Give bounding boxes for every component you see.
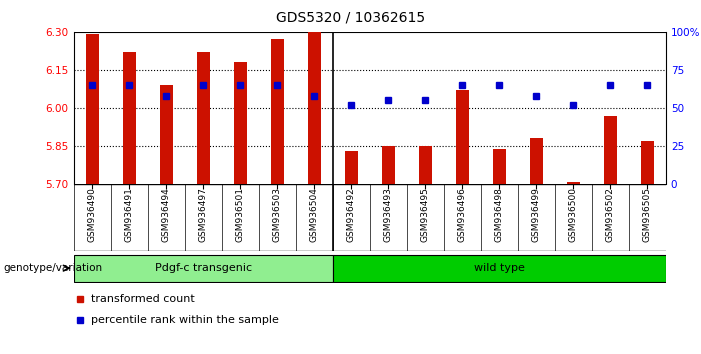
Text: GSM936502: GSM936502: [606, 188, 615, 242]
Bar: [604, 115, 617, 184]
Text: GSM936499: GSM936499: [532, 188, 541, 242]
Bar: [530, 138, 543, 184]
Bar: [641, 141, 654, 184]
Text: Pdgf-c transgenic: Pdgf-c transgenic: [155, 263, 252, 273]
Text: genotype/variation: genotype/variation: [4, 263, 102, 273]
Text: GDS5320 / 10362615: GDS5320 / 10362615: [276, 11, 425, 25]
Text: GSM936493: GSM936493: [383, 188, 393, 242]
Bar: [197, 52, 210, 184]
Bar: [333, 255, 666, 282]
Text: percentile rank within the sample: percentile rank within the sample: [91, 315, 279, 325]
Text: GSM936497: GSM936497: [198, 188, 207, 242]
Text: GSM936495: GSM936495: [421, 188, 430, 242]
Bar: [74, 255, 333, 282]
Text: GSM936491: GSM936491: [125, 188, 134, 242]
Bar: [456, 90, 469, 184]
Text: GSM936505: GSM936505: [643, 188, 652, 242]
Bar: [233, 62, 247, 184]
Bar: [382, 146, 395, 184]
Text: GSM936503: GSM936503: [273, 188, 282, 242]
Text: GSM936492: GSM936492: [347, 188, 356, 242]
Bar: [86, 34, 99, 184]
Text: GSM936501: GSM936501: [236, 188, 245, 242]
Text: GSM936490: GSM936490: [88, 188, 97, 242]
Bar: [271, 40, 284, 184]
Bar: [418, 146, 432, 184]
Bar: [567, 182, 580, 184]
Text: GSM936494: GSM936494: [162, 188, 170, 242]
Text: GSM936496: GSM936496: [458, 188, 467, 242]
Text: GSM936500: GSM936500: [569, 188, 578, 242]
Bar: [308, 32, 321, 184]
Bar: [345, 151, 358, 184]
Text: GSM936504: GSM936504: [310, 188, 319, 242]
Bar: [160, 85, 172, 184]
Text: transformed count: transformed count: [91, 294, 195, 304]
Text: wild type: wild type: [474, 263, 525, 273]
Text: GSM936498: GSM936498: [495, 188, 504, 242]
Bar: [123, 52, 135, 184]
Bar: [493, 149, 506, 184]
